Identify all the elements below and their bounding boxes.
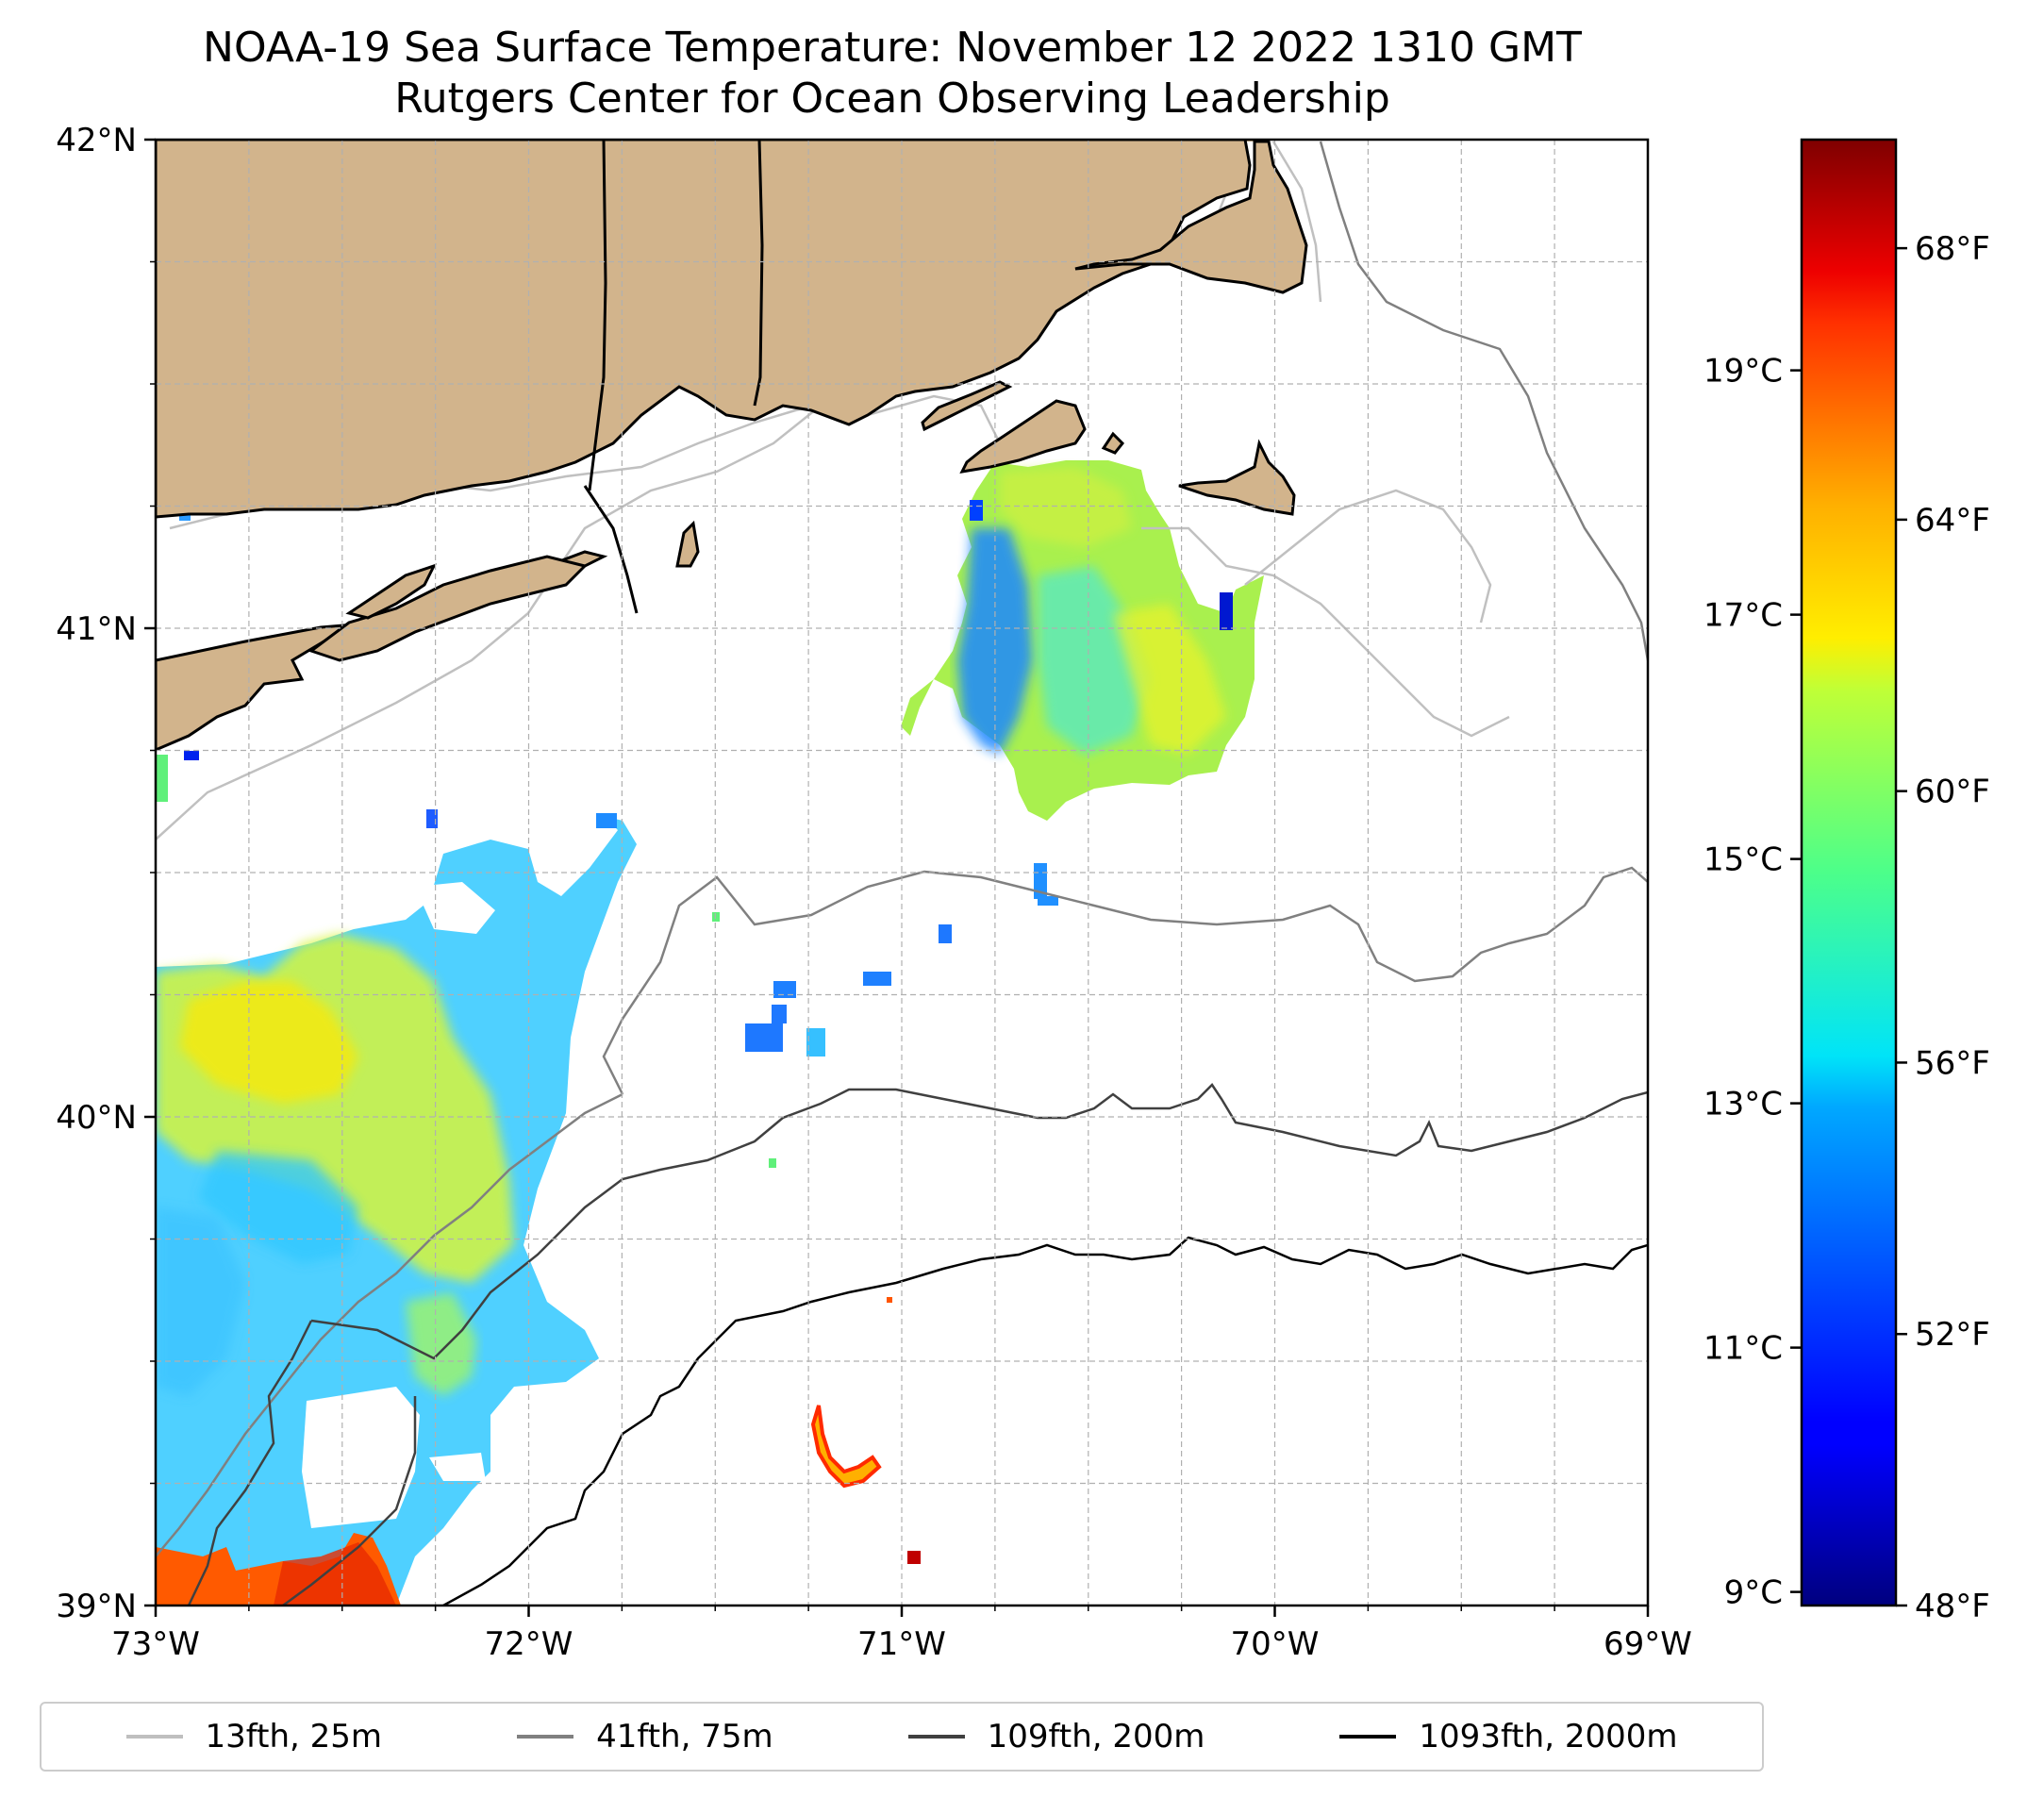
lat-tick-label: 41°N <box>56 610 137 648</box>
bathymetry-contours <box>156 141 1648 1606</box>
land-cape-cod <box>1074 140 1308 294</box>
contour-200m <box>310 1083 1648 1360</box>
land-nantucket <box>1178 439 1296 516</box>
axis-ticks: 73°W 72°W 71°W 70°W 69°W 42°N 41°N 40°N 39°N <box>56 122 1692 1663</box>
legend-label-2000m: 1093fth, 2000m <box>1419 1718 1678 1755</box>
title-line-1: NOAA-19 Sea Surface Temperature: Novembe… <box>203 24 1582 72</box>
contour-legend: 13fth, 25m 41fth, 75m 109fth, 200m 1093f… <box>40 1702 1764 1772</box>
legend-item-200m: 109fth, 200m <box>907 1718 1205 1755</box>
colorbar <box>1800 138 1898 1607</box>
colorbar-c-tick-label: 13°C <box>1703 1086 1783 1123</box>
land-layer <box>156 140 1308 752</box>
land-block-island <box>675 520 700 568</box>
colorbar-ticks: 48°F 52°F 56°F 60°F 64°F 68°F 9°C 11°C 13°C 15°C 1… <box>1703 230 1990 1625</box>
colorbar-f-tick-label: 68°F <box>1915 230 1990 268</box>
gridlines <box>156 140 1648 1606</box>
legend-swatch-2000m <box>1339 1735 1397 1739</box>
state-border-ny-waters <box>583 485 639 614</box>
colorbar-c-tick-label: 17°C <box>1703 597 1783 635</box>
sst-warm-ring <box>810 1405 882 1489</box>
contour-2000m <box>442 1236 1648 1606</box>
colorbar-f-tick-label: 60°F <box>1915 774 1990 811</box>
legend-item-25m: 13fth, 25m <box>125 1718 383 1755</box>
state-border-ct-ri <box>753 140 764 407</box>
colorbar-c-tick-label: 9°C <box>1724 1574 1783 1612</box>
colorbar-c-tick-label: 19°C <box>1703 353 1783 391</box>
colorbar-f-tick-label: 56°F <box>1915 1044 1990 1082</box>
legend-swatch-200m <box>907 1735 965 1739</box>
title-line-2: Rutgers Center for Ocean Observing Leade… <box>394 75 1390 123</box>
state-border-ny-ct <box>588 140 607 491</box>
sst-data-layer <box>156 460 1264 1606</box>
legend-item-2000m: 1093fth, 2000m <box>1339 1718 1677 1755</box>
legend-label-25m: 13fth, 25m <box>205 1718 383 1755</box>
legend-swatch-25m <box>125 1735 183 1739</box>
colorbar-f-tick-label: 48°F <box>1915 1588 1990 1625</box>
legend-item-75m: 41fth, 75m <box>517 1718 773 1755</box>
lon-tick-label: 71°W <box>857 1625 946 1663</box>
lat-tick-label: 42°N <box>56 122 137 159</box>
lon-tick-label: 72°W <box>485 1625 573 1663</box>
colorbar-f-tick-label: 52°F <box>1915 1316 1990 1354</box>
lat-tick-label: 39°N <box>56 1588 137 1625</box>
lon-tick-label: 70°W <box>1231 1625 1320 1663</box>
legend-label-75m: 41fth, 75m <box>596 1718 773 1755</box>
lat-tick-label: 40°N <box>56 1099 137 1137</box>
contour-75m <box>602 866 1648 1095</box>
legend-swatch-75m <box>517 1735 574 1739</box>
lon-tick-label: 73°W <box>111 1625 200 1663</box>
legend-label-200m: 109fth, 200m <box>987 1718 1205 1755</box>
lon-tick-label: 69°W <box>1604 1625 1692 1663</box>
colorbar-f-tick-label: 64°F <box>1915 502 1990 540</box>
colorbar-c-tick-label: 15°C <box>1703 841 1783 879</box>
land-marthas-vineyard <box>959 399 1087 474</box>
chart-title: NOAA-19 Sea Surface Temperature: Novembe… <box>0 23 1785 125</box>
colorbar-c-tick-label: 11°C <box>1703 1330 1783 1368</box>
